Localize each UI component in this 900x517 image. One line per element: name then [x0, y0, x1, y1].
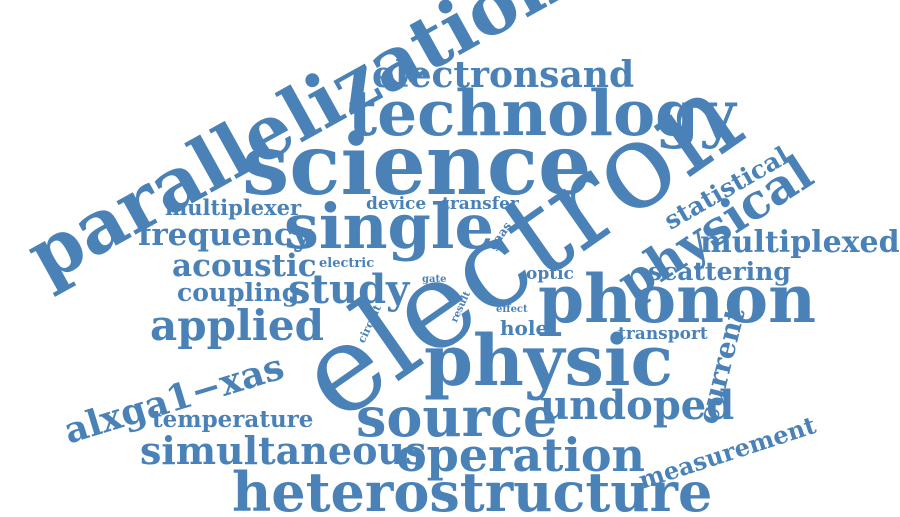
word-transfer: transfer	[442, 196, 519, 213]
word-device: device	[366, 196, 426, 213]
word-multiplexer: multiplexer	[165, 197, 301, 218]
word-transport: transport	[618, 326, 708, 343]
word-frequency: frequency	[138, 220, 311, 251]
word-optic: optic	[526, 266, 574, 283]
word-simultaneous: simultaneous	[140, 432, 426, 470]
word-operation: operation	[396, 432, 645, 478]
word-scattering: scattering	[648, 259, 791, 284]
word-electronsand: electronsand	[372, 57, 634, 93]
word-coupling: coupling	[177, 280, 299, 305]
word-multiplexed: multiplexed	[700, 228, 900, 258]
word-electric: electric	[319, 257, 374, 270]
word-temperature: temperature	[152, 408, 313, 431]
word-effect: effect	[496, 305, 528, 315]
word-gate: gate	[422, 275, 446, 285]
word-hole: hole	[500, 318, 548, 338]
